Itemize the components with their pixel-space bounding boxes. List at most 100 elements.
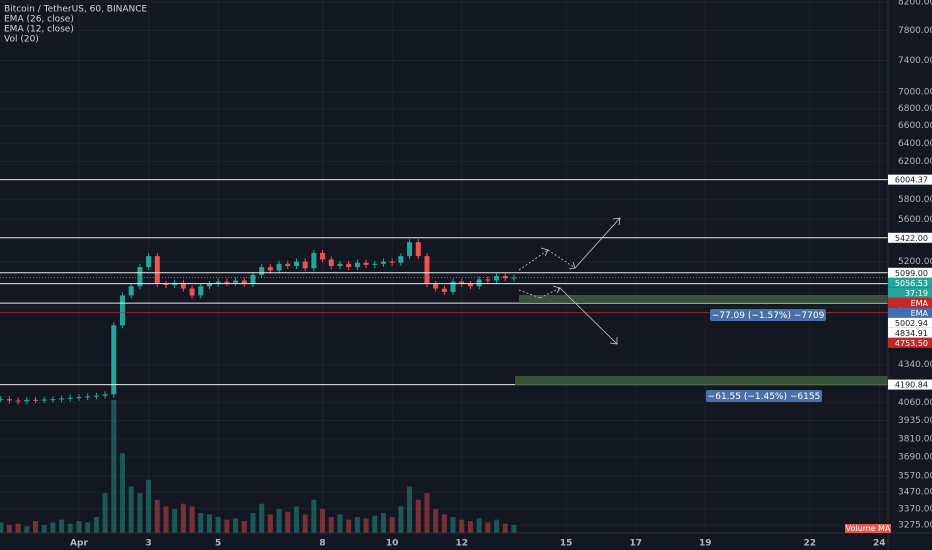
volume-bar bbox=[267, 514, 273, 533]
candle-body bbox=[102, 394, 108, 396]
candle-body bbox=[450, 281, 456, 292]
price-badge bbox=[888, 337, 932, 348]
x-tick-label: 24 bbox=[873, 539, 886, 549]
y-tick-label: 7800.00 bbox=[898, 26, 932, 36]
price-badge-label: 4190.84 bbox=[895, 381, 928, 390]
candle-body bbox=[85, 396, 91, 398]
symbol-legend: Bitcoin / TetherUS, 60, BINANCE bbox=[4, 5, 148, 15]
measure-badge bbox=[706, 390, 822, 402]
candle-body bbox=[50, 399, 56, 401]
indicator-legend: EMA (26, close) bbox=[4, 15, 74, 25]
volume-bar bbox=[163, 506, 169, 533]
price-badge bbox=[888, 232, 932, 243]
y-tick-label: 5800.00 bbox=[898, 195, 932, 205]
candle-body bbox=[494, 276, 500, 281]
volume-bar bbox=[102, 493, 108, 533]
candle-body bbox=[15, 400, 21, 402]
volume-bar bbox=[433, 509, 439, 533]
volume-bar bbox=[146, 479, 152, 533]
volume-bar bbox=[206, 514, 212, 533]
volume-bar bbox=[137, 493, 143, 533]
candle-body bbox=[415, 242, 421, 257]
volume-bar bbox=[59, 519, 65, 533]
volume-bar bbox=[172, 509, 178, 533]
price-badge-label: 4753.50 bbox=[895, 339, 928, 348]
volume-bar bbox=[189, 506, 195, 533]
volume-bar bbox=[50, 522, 56, 533]
y-tick-label: 6600.00 bbox=[898, 121, 932, 131]
volume-bar bbox=[467, 521, 473, 533]
candle-body bbox=[511, 277, 517, 279]
price-badge-label: 5422.00 bbox=[895, 234, 928, 243]
candle-body bbox=[424, 256, 430, 284]
volume-bar bbox=[293, 506, 299, 533]
volume-bar bbox=[354, 517, 360, 533]
measure-label: −77.09 (−1.57%) −7709 bbox=[712, 311, 825, 321]
candle-body bbox=[41, 399, 47, 401]
candle-body bbox=[441, 288, 447, 292]
candle-body bbox=[328, 259, 334, 267]
y-tick-label: 3935.00 bbox=[898, 416, 932, 426]
volume-bar bbox=[215, 517, 221, 533]
volume-bar bbox=[76, 521, 82, 533]
price-badge bbox=[888, 297, 932, 308]
candle-body bbox=[119, 295, 125, 326]
candle-body bbox=[59, 398, 65, 400]
candle-body bbox=[189, 288, 195, 296]
volume-bar bbox=[302, 514, 308, 533]
price-badge-label: 5056.53 bbox=[895, 279, 928, 288]
volume-bar bbox=[494, 519, 500, 533]
volume-bar bbox=[128, 486, 134, 533]
candle-body bbox=[250, 274, 256, 284]
candle-body bbox=[285, 263, 291, 267]
price-badge bbox=[888, 307, 932, 318]
volume-bar bbox=[476, 518, 482, 533]
price-badge-label: 5002.94 bbox=[895, 319, 928, 328]
volume-bar bbox=[389, 517, 395, 533]
volume-bar bbox=[346, 519, 352, 533]
candle-body bbox=[485, 279, 491, 281]
candle-body bbox=[180, 282, 186, 289]
candle-body bbox=[111, 325, 117, 395]
volume-bar bbox=[285, 511, 291, 533]
y-tick-label: 4340.00 bbox=[898, 360, 932, 370]
price-badge-label: EMA bbox=[911, 299, 929, 308]
volume-bar bbox=[311, 499, 317, 533]
volume-ma-badge bbox=[845, 524, 891, 533]
candle-body bbox=[433, 283, 439, 289]
x-tick-label: 12 bbox=[455, 539, 468, 549]
candle-body bbox=[407, 242, 413, 257]
y-tick-label: 3810.00 bbox=[898, 434, 932, 444]
y-tick-label: 6400.00 bbox=[898, 139, 932, 149]
candle-body bbox=[32, 399, 38, 401]
price-badge-label: EMA bbox=[911, 309, 929, 318]
position-box bbox=[515, 376, 888, 385]
candle-body bbox=[0, 399, 4, 401]
candle-body bbox=[224, 281, 230, 283]
candle-body bbox=[137, 267, 143, 287]
candle-body bbox=[233, 280, 239, 283]
candle-body bbox=[311, 252, 317, 269]
price-badge bbox=[888, 327, 932, 338]
indicator-legend: EMA (12, close) bbox=[4, 25, 74, 35]
volume-bar bbox=[363, 518, 369, 533]
candle-body bbox=[198, 286, 204, 296]
volume-bar bbox=[93, 517, 99, 533]
volume-bar bbox=[337, 514, 343, 533]
price-badge bbox=[888, 317, 932, 328]
candle-body bbox=[363, 262, 369, 265]
candle-body bbox=[337, 263, 343, 267]
candle-body bbox=[206, 283, 212, 287]
volume-bar bbox=[502, 523, 508, 533]
candle-body bbox=[380, 261, 386, 264]
candle-body bbox=[241, 280, 247, 284]
x-tick-label: 10 bbox=[386, 539, 399, 549]
candle-body bbox=[6, 399, 12, 401]
candle-body bbox=[24, 399, 30, 402]
volume-bar bbox=[15, 523, 21, 533]
volume-bar bbox=[111, 400, 117, 533]
volume-bar bbox=[380, 513, 386, 533]
volume-bar bbox=[180, 503, 186, 533]
y-tick-label: 4060.00 bbox=[898, 398, 932, 408]
volume-bar bbox=[85, 522, 91, 533]
